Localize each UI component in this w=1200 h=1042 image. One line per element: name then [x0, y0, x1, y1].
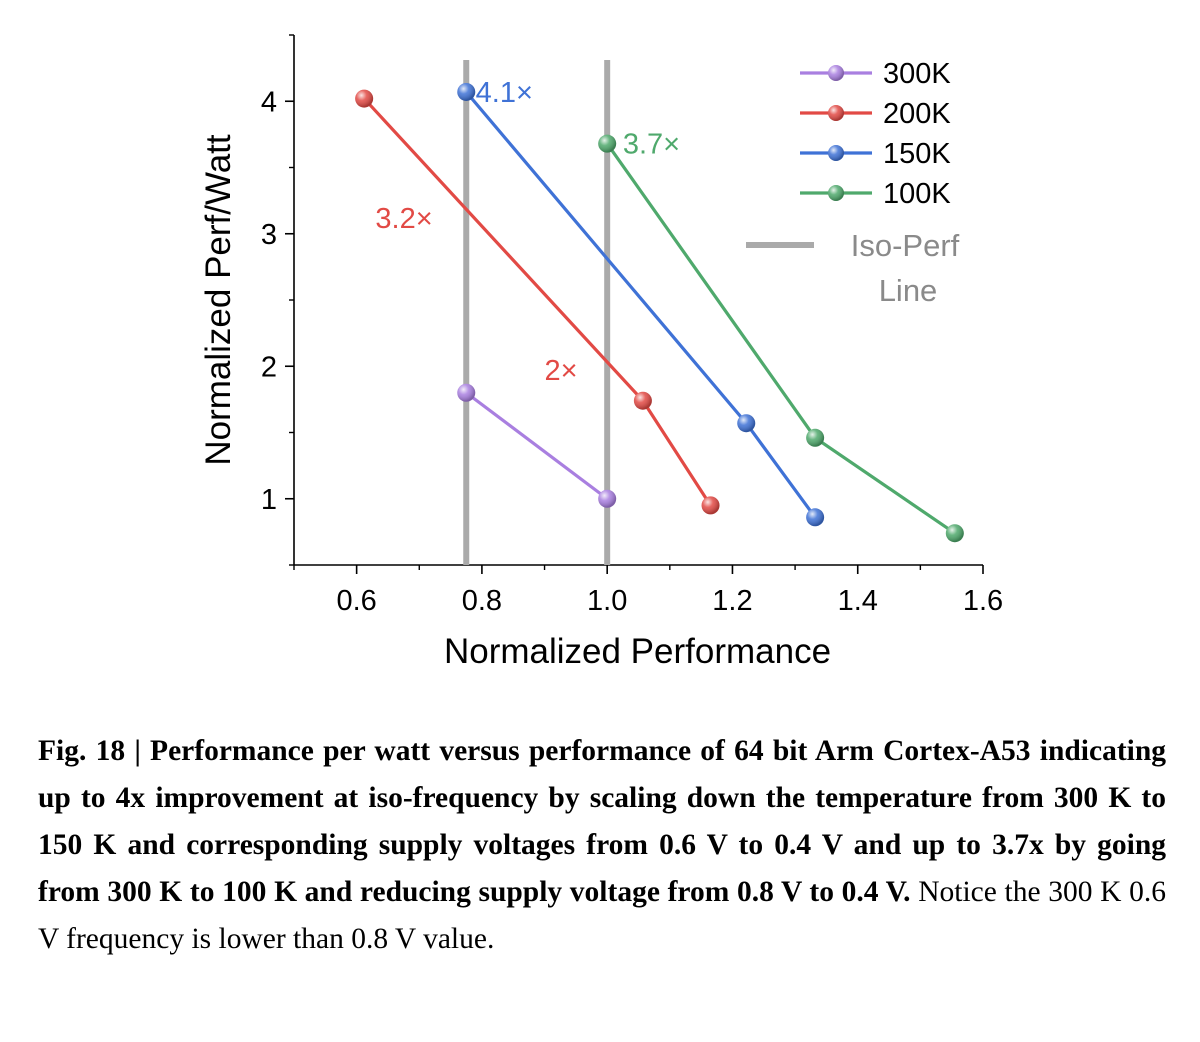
data-point-shine — [633, 391, 652, 410]
x-tick-label: 0.6 — [336, 585, 376, 617]
data-point-shine — [598, 489, 617, 508]
legend-marker-shine — [828, 185, 844, 201]
data-point-shine — [457, 82, 476, 101]
legend-label-100K: 100K — [883, 178, 951, 210]
y-axis-label: Normalized Perf/Watt — [199, 134, 238, 466]
annotation-label: 4.1× — [476, 77, 533, 109]
y-tick-label: 1 — [261, 484, 277, 516]
legend-marker-shine — [828, 145, 844, 161]
x-tick-label: 1.0 — [587, 585, 627, 617]
legend-label-iso-perf: Iso-Perf — [851, 228, 960, 263]
data-point-shine — [806, 428, 825, 447]
legend-label-300K: 300K — [883, 58, 951, 90]
x-tick-label: 1.6 — [963, 585, 1003, 617]
y-tick-label: 3 — [261, 219, 277, 251]
data-point-shine — [355, 89, 374, 108]
annotation-label: 3.2× — [375, 203, 432, 235]
x-tick-label: 1.4 — [838, 585, 878, 617]
series-line-300K — [465, 391, 609, 501]
performance-chart: 0.6 0.8 1.0 1.2 1.4 1.6 1 2 3 4 Normalized Perform… — [199, 34, 1003, 671]
legend-marker-shine — [828, 65, 844, 81]
legend-marker-shine — [828, 105, 844, 121]
legend-label-line: Line — [879, 273, 938, 308]
legend-label-200K: 200K — [883, 98, 951, 130]
figure-caption: Fig. 18 | Performance per watt versus pe… — [38, 728, 1166, 963]
annotation-label: 2× — [545, 355, 578, 387]
caption-bold: Fig. 18 | Performance per watt versus pe… — [38, 735, 1166, 908]
caption-normal: Notice the 300 K 0.6 V frequency is lowe… — [38, 876, 1166, 955]
x-tick-label: 1.2 — [712, 585, 752, 617]
data-point-shine — [598, 134, 617, 153]
data-point-shine — [701, 496, 720, 515]
annotation-label: 3.7× — [623, 129, 680, 161]
x-axis-label: Normalized Performance — [444, 632, 831, 671]
legend: 300K 200K 150K 100K Iso-Perf Line — [746, 58, 960, 308]
iso-perf-lines — [463, 60, 611, 565]
legend-label-150K: 150K — [883, 138, 951, 170]
data-point-shine — [457, 383, 476, 402]
series-group — [355, 82, 964, 543]
x-tick-label: 0.8 — [462, 585, 502, 617]
y-tick-label: 2 — [261, 351, 277, 383]
y-tick-label: 4 — [261, 86, 277, 118]
data-point-shine — [945, 524, 964, 543]
data-point-shine — [737, 414, 756, 433]
data-point-shine — [806, 508, 825, 527]
annotations: 4.1× 3.7× 3.2× 2× — [375, 77, 680, 387]
axes: 0.6 0.8 1.0 1.2 1.4 1.6 1 2 3 4 Normalized Perform… — [199, 34, 1003, 671]
